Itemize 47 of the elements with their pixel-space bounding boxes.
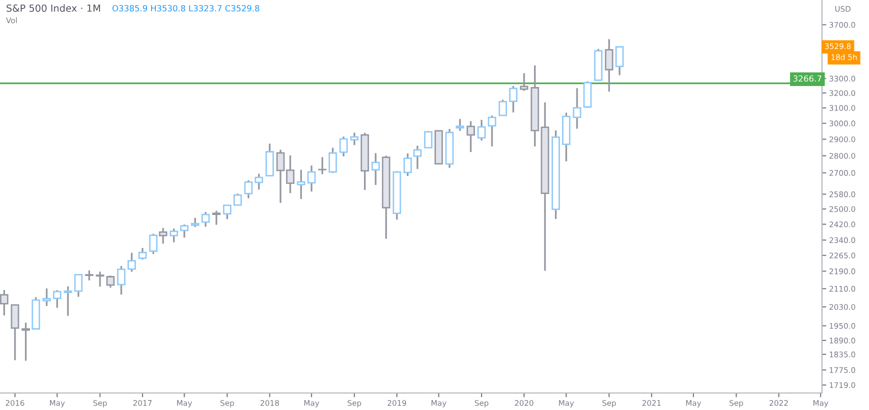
candlestick [307, 164, 316, 192]
candlestick [266, 142, 274, 177]
candlestick [339, 136, 348, 158]
candlestick [74, 273, 83, 298]
candlestick [106, 274, 115, 288]
candlestick [404, 152, 412, 177]
candlestick [158, 227, 168, 244]
candlestick [371, 152, 380, 186]
annotation: O3385.9 H3530.8 L3323.7 C3529.8 [112, 5, 260, 12]
candlestick [466, 120, 475, 153]
candlestick [244, 179, 253, 200]
candlestick [42, 288, 51, 307]
candlestick [0, 289, 8, 316]
candlestick [117, 265, 126, 296]
candlestick [572, 87, 582, 130]
candlestick [128, 252, 136, 273]
candlestick [488, 114, 496, 148]
candlestick [456, 118, 464, 132]
candlestick [233, 192, 242, 206]
candlestick [413, 144, 422, 170]
candlestick [615, 46, 624, 76]
candlestick [85, 270, 94, 282]
candlestick [350, 132, 359, 146]
candlestick [604, 38, 614, 92]
candlestick [318, 156, 326, 176]
candlestick [10, 304, 20, 361]
candlestick [509, 85, 518, 114]
candlestick [424, 130, 432, 148]
candlestick [22, 322, 30, 362]
candlestick [138, 247, 147, 260]
candlestick [254, 172, 264, 190]
candlestick [170, 228, 178, 244]
candlestick [223, 204, 232, 220]
candlestick [180, 224, 189, 238]
candlestick [96, 270, 104, 288]
ref-line-label: 3266.7 [793, 75, 822, 82]
candlestick [52, 289, 62, 309]
candlestick [64, 286, 72, 317]
candlestick [201, 211, 210, 228]
candlestick [328, 146, 337, 174]
candlestick [190, 216, 200, 228]
candlestick [296, 168, 306, 200]
chart-title: S&P 500 Index · 1M [6, 4, 100, 12]
candlestick [212, 210, 221, 226]
candlestick [520, 72, 528, 92]
candlestick [477, 119, 486, 142]
candlestick [498, 98, 507, 116]
